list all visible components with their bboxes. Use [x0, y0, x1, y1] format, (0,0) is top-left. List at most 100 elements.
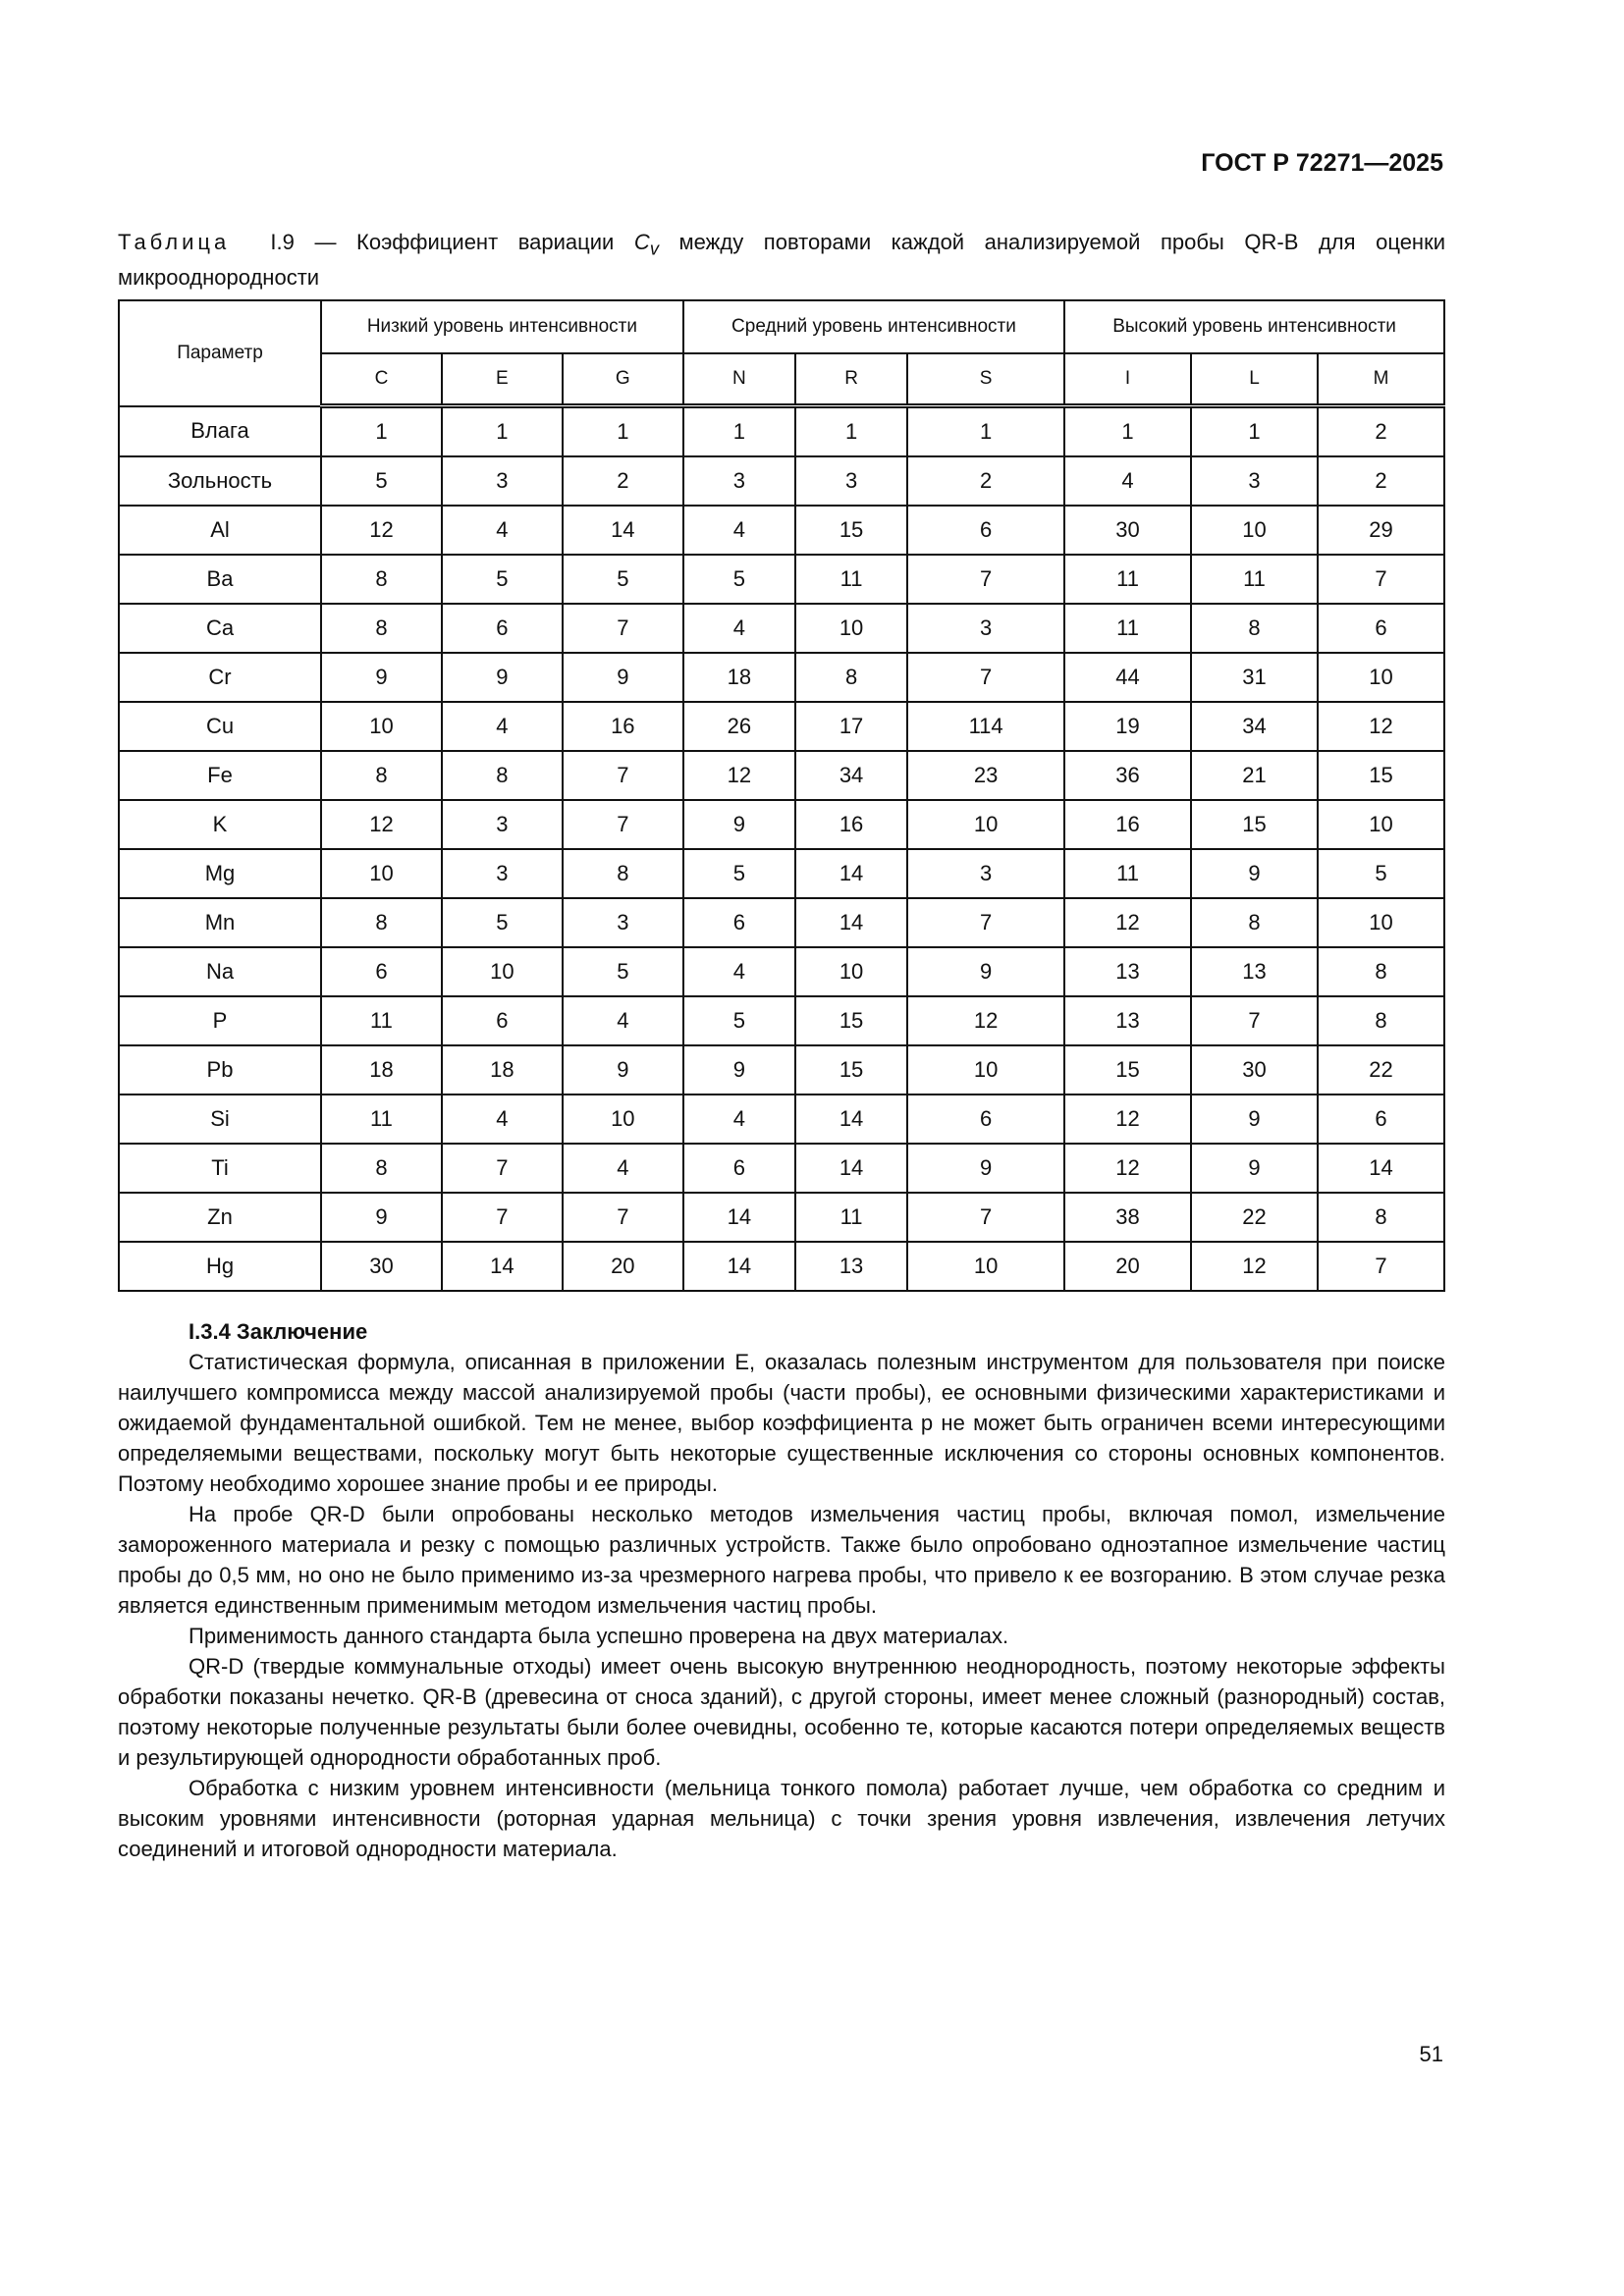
row-param: Hg [118, 1241, 322, 1292]
table-cell: 34 [793, 750, 909, 801]
table-cell: 4 [561, 1143, 684, 1194]
table-cell: 3 [906, 603, 1066, 654]
table-cell: 15 [1190, 799, 1319, 850]
table-cell: 44 [1063, 652, 1193, 703]
table-cell: 2 [1316, 404, 1446, 457]
table-row: Mn 8 5 3 6 14 7 12 8 10 [118, 897, 1446, 948]
table-cell: 1 [320, 404, 443, 457]
table-cell: 2 [1316, 455, 1446, 507]
table-cell: 15 [793, 505, 909, 556]
table-cell: 12 [1316, 701, 1446, 752]
table-cell: 7 [561, 750, 684, 801]
table-row: Mg 10 3 8 5 14 3 11 9 5 [118, 848, 1446, 899]
table-cell: 7 [906, 897, 1066, 948]
table-cell: 13 [1190, 946, 1319, 997]
table-cell: 9 [320, 1192, 443, 1243]
table-cell: 3 [1190, 455, 1319, 507]
table-cell: 6 [320, 946, 443, 997]
table-cell: 4 [440, 505, 564, 556]
table-cell: 8 [320, 897, 443, 948]
caption-prefix: Таблица [118, 230, 231, 254]
table-cell: 114 [906, 701, 1066, 752]
table-cell: 9 [561, 652, 684, 703]
table-cell: 6 [440, 995, 564, 1046]
table-cell: 10 [561, 1094, 684, 1145]
table-cell: 19 [1063, 701, 1193, 752]
table-cell: 2 [906, 455, 1066, 507]
table-cell: 14 [561, 505, 684, 556]
table-cell: 10 [440, 946, 564, 997]
table-cell: 7 [440, 1192, 564, 1243]
table-cell: 1 [440, 404, 564, 457]
table-row: Hg 30 14 20 14 13 10 20 12 7 [118, 1241, 1446, 1292]
table-cell: 12 [1190, 1241, 1319, 1292]
table-cell: 12 [1063, 1094, 1193, 1145]
row-param: P [118, 995, 322, 1046]
table-row: Ti 8 7 4 6 14 9 12 9 14 [118, 1143, 1446, 1194]
table-cell: 13 [793, 1241, 909, 1292]
table-cell: 8 [440, 750, 564, 801]
table-cell: 10 [1316, 652, 1446, 703]
table-cell: 4 [440, 701, 564, 752]
table-cell: 8 [320, 554, 443, 605]
table-row: Zn 9 7 7 14 11 7 38 22 8 [118, 1192, 1446, 1243]
table-cell: 14 [793, 897, 909, 948]
table-cell: 1 [1190, 404, 1319, 457]
table-cell: 15 [793, 995, 909, 1046]
group-header: Низкий уровень интенсивности [320, 299, 684, 354]
table-row: Влага 1 1 1 1 1 1 1 1 2 [118, 404, 1446, 457]
table-cell: 8 [320, 750, 443, 801]
table-row: Cu 10 4 16 26 17 114 19 34 12 [118, 701, 1446, 752]
table-cell: 30 [1190, 1044, 1319, 1095]
table-cell: 14 [681, 1241, 796, 1292]
column-header: I [1063, 352, 1193, 408]
table-cell: 22 [1190, 1192, 1319, 1243]
table-cell: 3 [440, 455, 564, 507]
table-cell: 14 [1316, 1143, 1446, 1194]
table-cell: 3 [440, 848, 564, 899]
table-cell: 8 [561, 848, 684, 899]
table-cell: 14 [793, 848, 909, 899]
table-cell: 10 [793, 946, 909, 997]
table-cell: 9 [320, 652, 443, 703]
table-cell: 12 [681, 750, 796, 801]
table-cell: 16 [1063, 799, 1193, 850]
paragraph: На пробе QR-D были опробованы несколько … [118, 1502, 1445, 1618]
table-cell: 9 [1190, 848, 1319, 899]
table-cell: 8 [1190, 897, 1319, 948]
row-param: Mn [118, 897, 322, 948]
table-cell: 4 [681, 1094, 796, 1145]
table-cell: 10 [1316, 799, 1446, 850]
table-cell: 3 [561, 897, 684, 948]
table-cell: 7 [1316, 1241, 1446, 1292]
table-cell: 7 [561, 603, 684, 654]
table-cell: 12 [906, 995, 1066, 1046]
row-param: Fe [118, 750, 322, 801]
table-cell: 13 [1063, 995, 1193, 1046]
row-param: Al [118, 505, 322, 556]
table-cell: 34 [1190, 701, 1319, 752]
table-cell: 17 [793, 701, 909, 752]
column-header: M [1316, 352, 1446, 408]
table-cell: 7 [906, 652, 1066, 703]
table-cell: 7 [1190, 995, 1319, 1046]
paragraph: Применимость данного стандарта была успе… [189, 1624, 1009, 1648]
table-cell: 10 [906, 1241, 1066, 1292]
table-cell: 11 [793, 1192, 909, 1243]
table-cell: 4 [1063, 455, 1193, 507]
table-cell: 15 [1063, 1044, 1193, 1095]
row-param: Ca [118, 603, 322, 654]
table-cell: 18 [681, 652, 796, 703]
conclusion-section: I.3.4 Заключение Статистическая формула,… [118, 1316, 1445, 1864]
table-cell: 4 [440, 1094, 564, 1145]
table-cell: 4 [681, 946, 796, 997]
table-cell: 5 [681, 554, 796, 605]
row-param: Si [118, 1094, 322, 1145]
table-cell: 8 [1190, 603, 1319, 654]
table-cell: 1 [681, 404, 796, 457]
table-cell: 8 [320, 603, 443, 654]
row-param: Влага [118, 404, 322, 457]
table-cell: 20 [1063, 1241, 1193, 1292]
row-param: Ba [118, 554, 322, 605]
table-cell: 10 [793, 603, 909, 654]
